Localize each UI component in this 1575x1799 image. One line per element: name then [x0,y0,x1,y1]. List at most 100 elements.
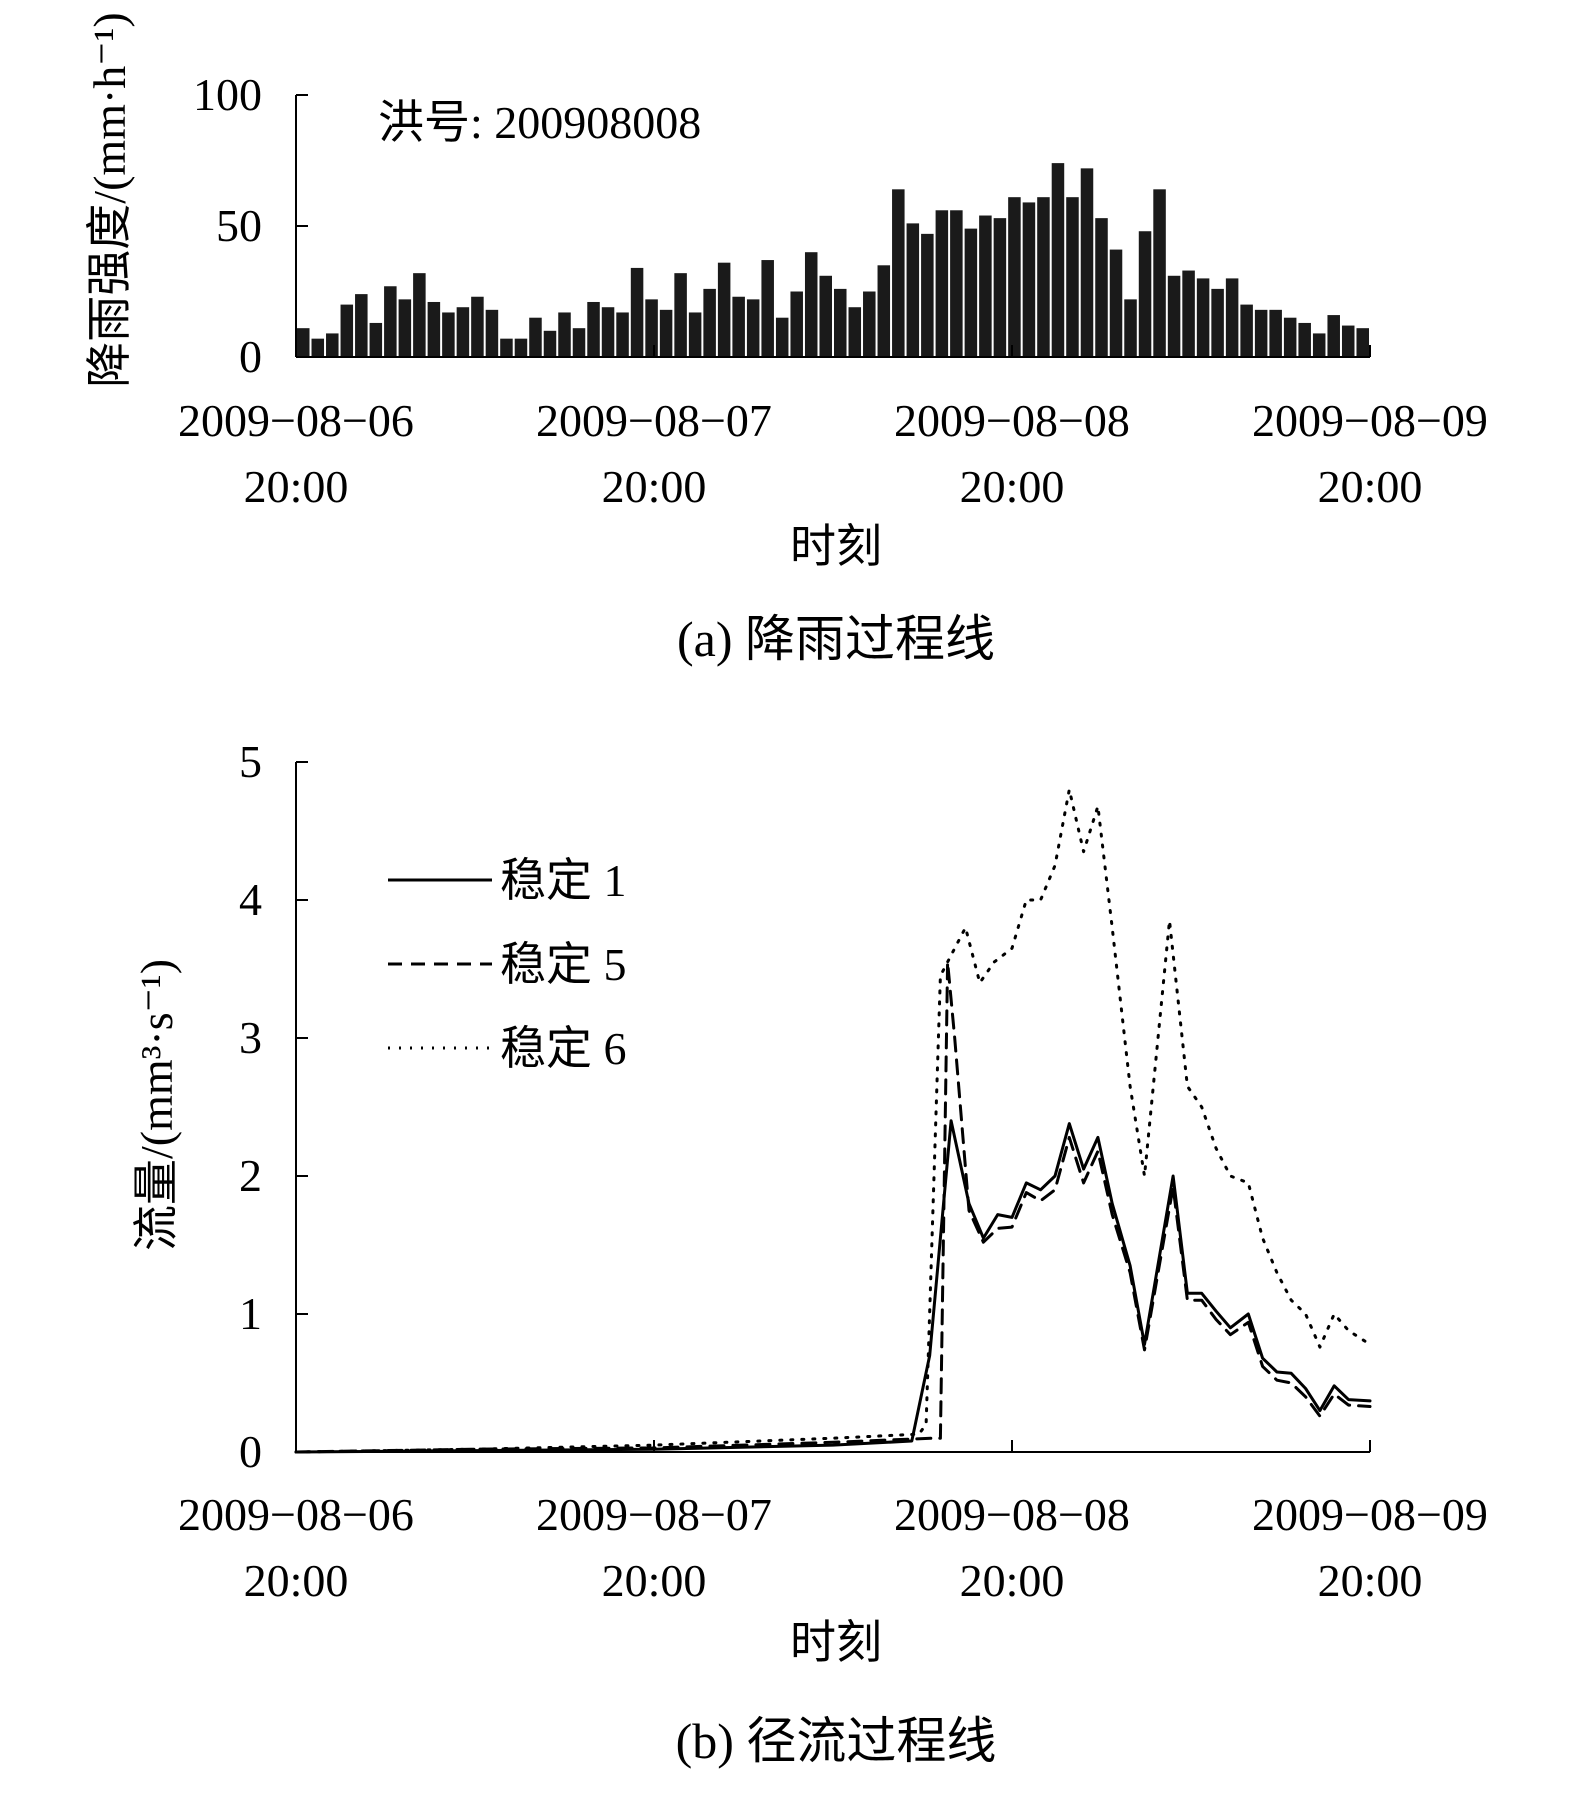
rainfall-bar [1283,317,1297,357]
rainfall-bar [1182,270,1195,357]
rainfall-bar [543,330,557,357]
legend-label-3: 稳定 6 [500,1023,627,1074]
rainfall-bar [993,218,1007,357]
runoff-x-tick-date: 2009−08−06 [178,1489,414,1540]
runoff-y-ticks: 0 1 2 3 4 5 [239,736,308,1477]
rainfall-x-tick-time: 20:00 [960,461,1065,512]
rainfall-bar [1269,309,1282,357]
rainfall-bar [819,275,832,357]
rainfall-y-tick-label: 100 [193,69,262,120]
rainfall-bar [1153,189,1166,357]
rainfall-bar [834,288,847,357]
runoff-y-tick-label: 4 [239,874,262,925]
rainfall-bar [456,307,470,357]
rainfall-bar [746,299,760,357]
rainfall-x-tick-date: 2009−08−06 [178,395,414,446]
runoff-x-tick-date: 2009−08−08 [894,1489,1130,1540]
rainfall-bar [1327,315,1340,357]
runoff-series-lines [294,788,1372,1454]
rainfall-bar [848,307,862,357]
rainfall-bar [732,296,745,357]
rainfall-bar [921,233,934,357]
rainfall-x-axis-label: 时刻 [790,521,882,572]
rainfall-bar [950,210,963,357]
runoff-y-tick-label: 5 [239,736,262,787]
runoff-y-tick-label: 2 [239,1150,262,1201]
flood-id-annotation: 洪号: 200908008 [378,97,701,148]
rainfall-bar [529,317,542,357]
rainfall-x-tick-date: 2009−08−08 [894,395,1130,446]
rainfall-bar [558,312,571,357]
rainfall-bar [790,291,803,357]
rainfall-bar [1211,288,1224,357]
rainfall-bar [1254,309,1268,357]
rainfall-bar [601,307,615,357]
rainfall-bar [877,265,891,357]
rainfall-bar [892,189,905,357]
runoff-y-tick-label: 0 [239,1426,262,1477]
runoff-y-tick-label: 3 [239,1012,262,1063]
rainfall-x-tick-date: 2009−08−07 [536,395,772,446]
runoff-x-tick-time: 20:00 [244,1555,349,1606]
rainfall-bar [1341,325,1355,357]
rainfall-bar [1022,202,1036,357]
rainfall-panel: 洪号: 200908008 降雨强度/(mm·h⁻¹) 0 50 100 2009−… [84,12,1488,667]
rainfall-bar [761,260,774,357]
rainfall-caption: (a) 降雨过程线 [677,611,995,667]
rainfall-x-ticks: 2009−08−06 20:00 2009−08−07 20:00 2009−08−08… [178,345,1488,512]
runoff-y-axis-label: 流量/(mm³·s⁻¹) [131,959,182,1251]
rainfall-bar [688,312,702,357]
rainfall-bar [1167,275,1181,357]
rainfall-bar [775,317,789,357]
rainfall-y-tick-label: 50 [216,200,262,251]
rainfall-y-axis-label: 降雨强度/(mm·h⁻¹) [84,12,135,387]
runoff-x-tick-time: 20:00 [602,1555,707,1606]
legend-label-2: 稳定 5 [500,939,627,990]
runoff-legend: 稳定 1 稳定 5 稳定 6 [388,855,627,1074]
rainfall-bar [471,296,484,357]
rainfall-bar [311,338,325,357]
rainfall-bar [659,309,673,357]
rainfall-x-tick-time: 20:00 [244,461,349,512]
rainfall-bar [1225,278,1239,357]
rainfall-bar [297,328,310,357]
runoff-series-line-1 [294,1119,1372,1454]
rainfall-y-ticks: 0 50 100 [193,69,308,382]
rainfall-bar [369,322,383,357]
rainfall-bar [935,210,949,357]
rainfall-bar [703,288,716,357]
rainfall-bar [398,299,412,357]
rainfall-bar [427,301,441,357]
rainfall-bar [616,312,629,357]
rainfall-bar [964,228,978,357]
rainfall-bar [1095,218,1108,357]
rainfall-bar [1138,231,1152,357]
rainfall-bar [442,312,455,357]
rainfall-x-tick-time: 20:00 [602,461,707,512]
runoff-x-axis-label: 时刻 [790,1617,882,1668]
rainfall-bar [587,301,600,357]
rainfall-bar [340,304,354,357]
rainfall-bar [1196,278,1210,357]
rainfall-bar [485,309,499,357]
runoff-x-tick-time: 20:00 [1318,1555,1423,1606]
rainfall-y-tick-label: 0 [239,331,262,382]
rainfall-bar [384,286,397,357]
rainfall-bar [1008,197,1021,357]
rainfall-bar [906,223,920,357]
rainfall-bar [804,252,818,357]
rainfall-x-tick-date: 2009−08−09 [1252,395,1488,446]
runoff-series-line-2 [294,960,1372,1454]
rainfall-bar [674,273,687,357]
rainfall-bar [1356,328,1369,357]
rainfall-x-tick-time: 20:00 [1318,461,1423,512]
legend-label-1: 稳定 1 [500,855,627,906]
rainfall-bar [1051,163,1065,357]
rainfall-bar [1109,249,1123,357]
rainfall-bar [1298,322,1311,357]
rainfall-bar [630,267,644,357]
runoff-caption: (b) 径流过程线 [676,1713,997,1769]
rainfall-bar [326,333,339,357]
runoff-x-tick-date: 2009−08−09 [1252,1489,1488,1540]
rainfall-bar [717,262,731,357]
